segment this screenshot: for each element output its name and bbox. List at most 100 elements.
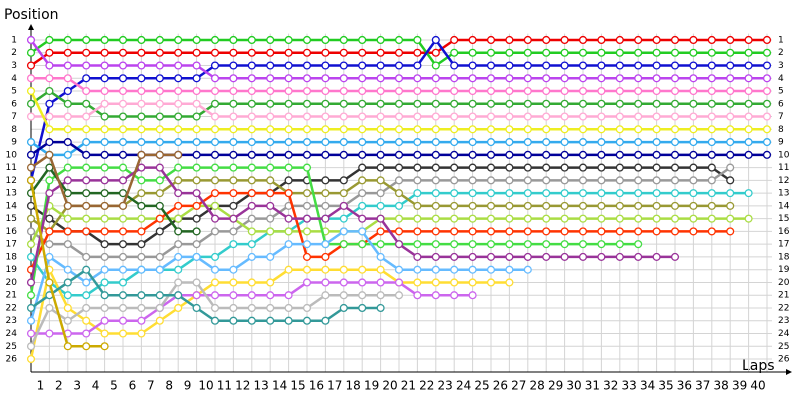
lap-marker (192, 112, 201, 121)
lap-marker (560, 176, 569, 185)
lap-marker (634, 252, 643, 261)
lap-marker (707, 227, 716, 236)
lap-marker (45, 278, 54, 287)
lap-marker (192, 252, 201, 261)
lap-marker (339, 35, 348, 45)
lap-marker (229, 303, 238, 313)
lap-marker (100, 61, 109, 70)
lap-marker (762, 74, 772, 83)
lap-marker (247, 316, 256, 325)
lap-marker (689, 150, 698, 159)
series (26, 138, 772, 159)
lap-marker (155, 176, 164, 185)
lap-marker (100, 291, 109, 300)
lap-marker (45, 125, 54, 134)
lap-marker (523, 125, 532, 134)
lap-marker (247, 176, 256, 185)
lap-marker (376, 150, 385, 159)
lap-marker (413, 227, 422, 236)
lap-marker (726, 99, 735, 108)
lap-marker (450, 61, 459, 70)
lap-marker (174, 99, 183, 108)
lap-marker (468, 240, 477, 249)
lap-marker (284, 112, 293, 121)
lap-marker (542, 252, 551, 261)
lap-marker (689, 138, 698, 147)
lap-marker (542, 214, 551, 223)
y-tick-label: 9 (11, 138, 17, 148)
lap-marker (634, 163, 643, 172)
lap-marker (358, 201, 367, 210)
lap-marker (634, 176, 643, 185)
lap-marker (45, 303, 54, 313)
lap-marker (689, 201, 698, 210)
lap-marker (468, 278, 477, 287)
lap-marker (302, 86, 312, 96)
lap-marker (670, 112, 680, 121)
lap-marker (762, 138, 772, 147)
lap-marker (523, 150, 532, 159)
x-tick-label: 37 (695, 379, 710, 393)
lap-marker (26, 74, 36, 83)
lap-marker (155, 99, 164, 108)
lap-marker (762, 35, 772, 45)
lap-marker (597, 48, 606, 57)
lap-marker (560, 189, 569, 198)
lap-marker (45, 99, 54, 108)
lap-marker (486, 48, 496, 57)
x-tick-label: 31 (585, 379, 600, 393)
lap-marker (431, 240, 440, 249)
lap-marker (597, 252, 606, 261)
lap-marker (137, 291, 146, 300)
lap-marker (634, 189, 643, 198)
lap-marker (578, 112, 588, 121)
lap-marker (744, 35, 753, 45)
series (26, 99, 772, 121)
lap-marker (100, 227, 109, 236)
y-axis-label: Position (4, 7, 59, 23)
lap-marker (174, 214, 183, 223)
lap-marker (45, 163, 54, 172)
lap-marker (229, 125, 238, 134)
lap-marker (339, 74, 348, 83)
y-tick-label-right: 22 (778, 303, 789, 313)
lap-marker (689, 176, 698, 185)
lap-marker (284, 240, 293, 249)
lap-marker (505, 138, 514, 147)
lap-marker (560, 227, 569, 236)
lap-marker (450, 112, 459, 121)
lap-marker (210, 214, 220, 223)
lap-marker (376, 265, 385, 274)
lap-marker (394, 189, 404, 198)
y-axis-arrow (28, 24, 34, 30)
lap-marker (762, 150, 772, 159)
lap-marker (118, 176, 128, 185)
x-tick-label: 30 (566, 379, 581, 393)
lap-marker (486, 35, 496, 45)
lap-marker (450, 176, 459, 185)
lap-marker (394, 265, 404, 274)
lap-marker (597, 150, 606, 159)
lap-marker (505, 86, 514, 96)
lap-marker (652, 99, 661, 108)
lap-marker (174, 303, 183, 313)
x-tick-label: 18 (346, 379, 361, 393)
lap-marker (707, 189, 716, 198)
lap-marker (358, 150, 367, 159)
lap-marker (137, 112, 146, 121)
lap-marker (192, 138, 201, 147)
lap-marker (82, 214, 91, 223)
x-tick-label: 25 (474, 379, 489, 393)
lap-marker (486, 201, 496, 210)
lap-marker (560, 201, 569, 210)
lap-marker (578, 138, 588, 147)
lap-marker (100, 48, 109, 57)
lap-marker (762, 99, 772, 108)
lap-marker (486, 138, 496, 147)
lap-marker (744, 112, 753, 121)
lap-marker (155, 125, 164, 134)
lap-marker (597, 138, 606, 147)
lap-marker (486, 99, 496, 108)
lap-marker (321, 125, 330, 134)
lap-marker (118, 227, 128, 236)
